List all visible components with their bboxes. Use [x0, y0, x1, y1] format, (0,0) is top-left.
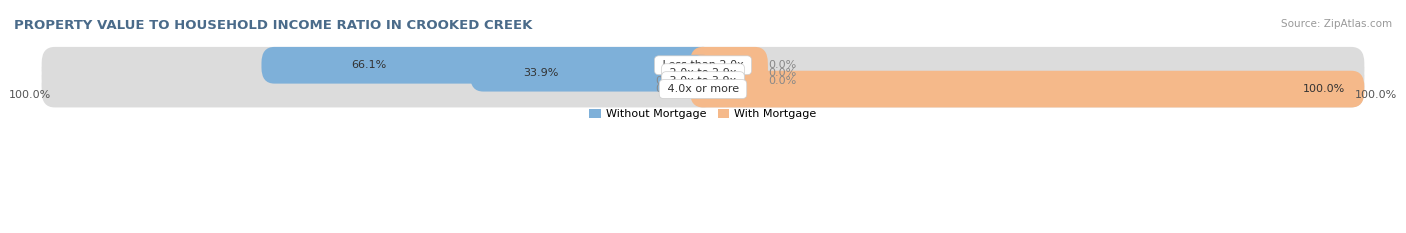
FancyBboxPatch shape	[690, 71, 1364, 107]
FancyBboxPatch shape	[690, 63, 768, 99]
Text: 2.0x to 2.9x: 2.0x to 2.9x	[666, 68, 740, 78]
FancyBboxPatch shape	[42, 71, 716, 107]
Text: 0.0%: 0.0%	[655, 84, 683, 94]
Text: 0.0%: 0.0%	[768, 68, 796, 78]
FancyBboxPatch shape	[690, 63, 1364, 99]
FancyBboxPatch shape	[690, 55, 1364, 92]
Text: 0.0%: 0.0%	[768, 76, 796, 86]
Text: Less than 2.0x: Less than 2.0x	[659, 60, 747, 70]
FancyBboxPatch shape	[690, 71, 1364, 107]
FancyBboxPatch shape	[42, 47, 716, 84]
Text: 100.0%: 100.0%	[1354, 90, 1396, 100]
Text: 100.0%: 100.0%	[1302, 84, 1346, 94]
Text: 100.0%: 100.0%	[10, 90, 52, 100]
Text: Source: ZipAtlas.com: Source: ZipAtlas.com	[1281, 19, 1392, 29]
Text: 3.0x to 3.9x: 3.0x to 3.9x	[666, 76, 740, 86]
FancyBboxPatch shape	[470, 55, 716, 92]
FancyBboxPatch shape	[42, 63, 716, 99]
FancyBboxPatch shape	[262, 47, 716, 84]
FancyBboxPatch shape	[690, 55, 768, 92]
FancyBboxPatch shape	[690, 47, 1364, 84]
Text: 4.0x or more: 4.0x or more	[664, 84, 742, 94]
Text: 0.0%: 0.0%	[768, 60, 796, 70]
Text: 0.0%: 0.0%	[655, 76, 683, 86]
Text: PROPERTY VALUE TO HOUSEHOLD INCOME RATIO IN CROOKED CREEK: PROPERTY VALUE TO HOUSEHOLD INCOME RATIO…	[14, 19, 533, 32]
Legend: Without Mortgage, With Mortgage: Without Mortgage, With Mortgage	[589, 109, 817, 119]
Text: 33.9%: 33.9%	[523, 68, 558, 78]
FancyBboxPatch shape	[690, 47, 768, 84]
Text: 66.1%: 66.1%	[352, 60, 387, 70]
FancyBboxPatch shape	[42, 55, 716, 92]
